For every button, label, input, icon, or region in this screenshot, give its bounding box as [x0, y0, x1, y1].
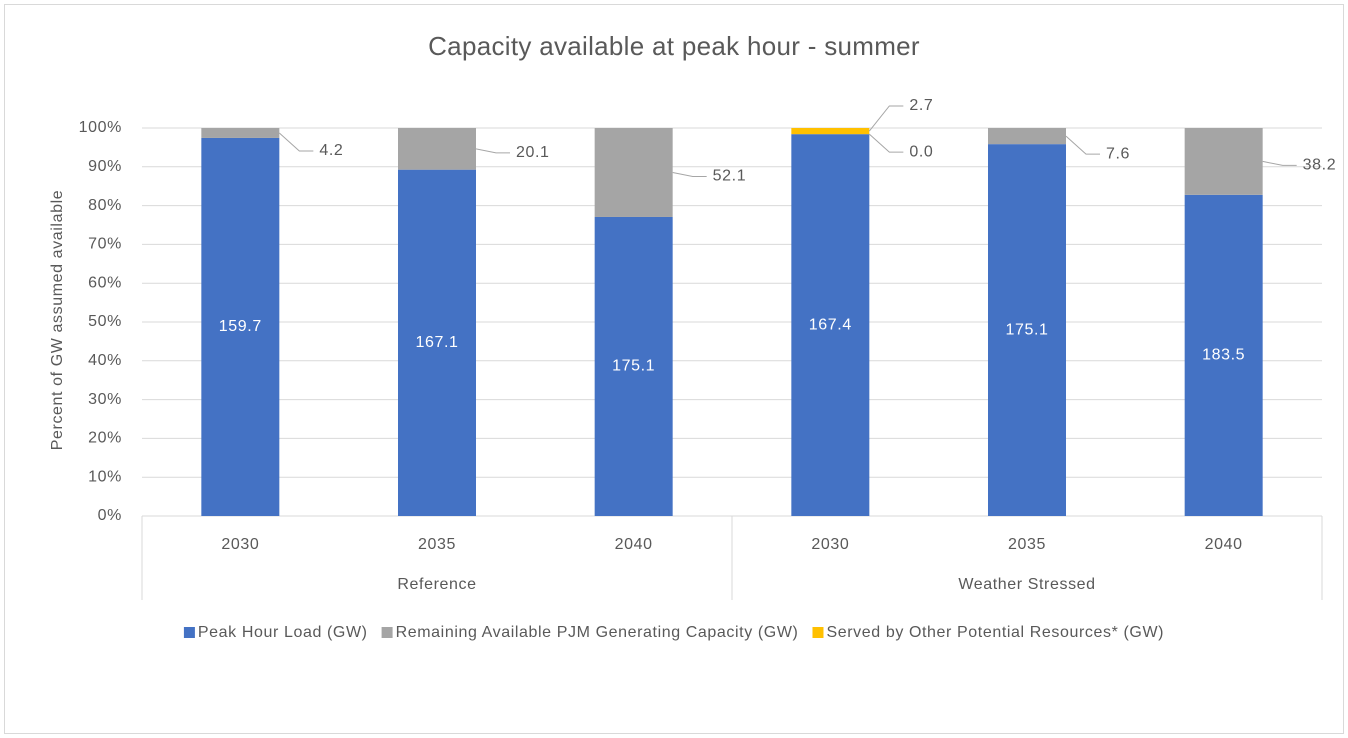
- legend-label: Served by Other Potential Resources* (GW…: [826, 624, 1164, 641]
- group-label: Weather Stressed: [958, 576, 1095, 593]
- data-label: 167.1: [415, 334, 458, 351]
- data-label: 2.7: [909, 97, 933, 114]
- y-tick-label: 70%: [88, 236, 122, 253]
- y-axis-label: Percent of GW assumed available: [49, 190, 66, 451]
- y-tick-label: 0%: [98, 507, 122, 524]
- legend-swatch: [812, 627, 824, 638]
- data-label: 38.2: [1303, 157, 1337, 174]
- x-tick-label: 2040: [1205, 536, 1243, 553]
- x-tick-label: 2030: [221, 536, 259, 553]
- legend-label: Remaining Available PJM Generating Capac…: [396, 624, 799, 641]
- x-tick-label: 2040: [615, 536, 653, 553]
- y-tick-label: 10%: [88, 468, 122, 485]
- x-tick-label: 2035: [418, 536, 456, 553]
- leader-line: [475, 148, 510, 154]
- data-label: 159.7: [219, 318, 262, 335]
- legend-swatch: [183, 627, 195, 638]
- chart-title: Capacity available at peak hour - summer: [428, 31, 920, 61]
- data-label: 20.1: [516, 144, 550, 161]
- leader-line: [278, 132, 314, 152]
- bar-segment: [398, 169, 476, 516]
- bar-segment: [988, 128, 1066, 145]
- y-tick-label: 20%: [88, 430, 122, 447]
- bar-segment: [791, 128, 870, 135]
- data-label: 183.5: [1202, 347, 1245, 364]
- bar-segment: [1184, 194, 1263, 516]
- bar-segment: [791, 134, 870, 516]
- legend-swatch: [381, 627, 393, 638]
- data-label: 7.6: [1106, 145, 1130, 162]
- leader-line: [672, 171, 707, 177]
- leader-line: [1065, 135, 1100, 155]
- data-label: 4.2: [319, 142, 343, 159]
- bar-segment: [594, 128, 673, 217]
- x-tick-label: 2035: [1008, 536, 1046, 553]
- y-tick-label: 100%: [79, 119, 122, 136]
- y-tick-label: 80%: [88, 197, 122, 214]
- bar-segment: [1184, 128, 1263, 195]
- y-tick-label: 60%: [88, 274, 122, 291]
- y-tick-label: 40%: [88, 352, 122, 369]
- bar-segment: [201, 128, 280, 138]
- data-label: 0.0: [909, 143, 933, 160]
- bar-segment: [398, 128, 476, 170]
- bar-segment: [988, 144, 1066, 516]
- bar-segment: [594, 216, 673, 517]
- bar-segment: [201, 137, 280, 517]
- group-label: Reference: [397, 576, 476, 593]
- y-tick-label: 90%: [88, 158, 122, 175]
- data-label: 175.1: [1005, 321, 1048, 338]
- leader-line: [868, 105, 904, 132]
- y-tick-label: 50%: [88, 313, 122, 330]
- legend-label: Peak Hour Load (GW): [198, 624, 368, 641]
- data-label: 167.4: [809, 316, 852, 333]
- x-tick-label: 2030: [811, 536, 849, 553]
- data-label: 175.1: [612, 358, 655, 375]
- y-tick-label: 30%: [88, 391, 122, 408]
- leader-line: [1262, 160, 1297, 166]
- data-label: 52.1: [713, 168, 747, 185]
- leader-line: [868, 133, 904, 153]
